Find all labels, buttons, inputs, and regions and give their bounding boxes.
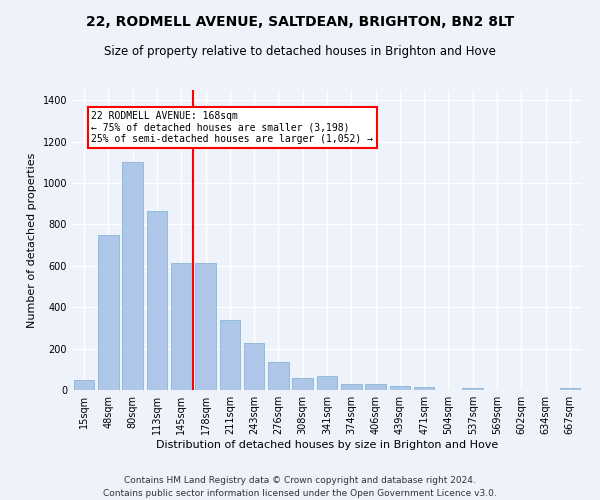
Bar: [365, 384, 386, 390]
Bar: [463, 388, 483, 390]
Text: 22 RODMELL AVENUE: 168sqm
← 75% of detached houses are smaller (3,198)
25% of se: 22 RODMELL AVENUE: 168sqm ← 75% of detac…: [91, 110, 373, 144]
Bar: [414, 387, 434, 390]
Bar: [560, 388, 580, 390]
Bar: [220, 320, 240, 390]
Bar: [292, 378, 313, 390]
Bar: [171, 263, 191, 390]
Bar: [195, 263, 216, 390]
Bar: [341, 384, 362, 390]
Bar: [98, 235, 119, 390]
Bar: [389, 386, 410, 390]
Bar: [74, 380, 94, 390]
Text: Contains HM Land Registry data © Crown copyright and database right 2024.
Contai: Contains HM Land Registry data © Crown c…: [103, 476, 497, 498]
Bar: [268, 362, 289, 390]
Y-axis label: Number of detached properties: Number of detached properties: [27, 152, 37, 328]
Bar: [146, 211, 167, 390]
Bar: [244, 344, 265, 390]
Bar: [122, 162, 143, 390]
X-axis label: Distribution of detached houses by size in Brighton and Hove: Distribution of detached houses by size …: [156, 440, 498, 450]
Bar: [317, 376, 337, 390]
Text: Size of property relative to detached houses in Brighton and Hove: Size of property relative to detached ho…: [104, 45, 496, 58]
Text: 22, RODMELL AVENUE, SALTDEAN, BRIGHTON, BN2 8LT: 22, RODMELL AVENUE, SALTDEAN, BRIGHTON, …: [86, 15, 514, 29]
